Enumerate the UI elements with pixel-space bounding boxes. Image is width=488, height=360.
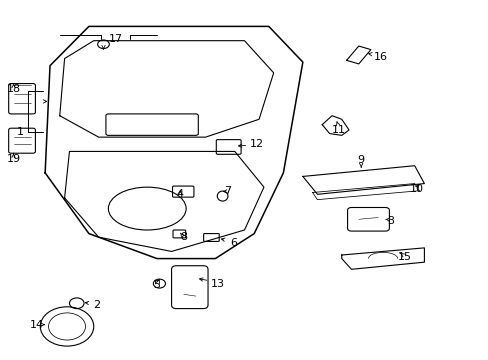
Text: 2: 2 — [92, 300, 100, 310]
Text: 3: 3 — [386, 216, 393, 226]
Text: 6: 6 — [230, 238, 237, 248]
Text: 12: 12 — [249, 139, 263, 149]
Text: 7: 7 — [224, 186, 230, 196]
Text: 14: 14 — [30, 320, 44, 330]
Text: 4: 4 — [176, 189, 183, 199]
Text: 19: 19 — [6, 154, 20, 163]
Text: 9: 9 — [357, 156, 364, 165]
Text: 18: 18 — [6, 84, 20, 94]
Text: 13: 13 — [210, 279, 224, 289]
Text: 11: 11 — [332, 125, 346, 135]
Text: 17: 17 — [108, 34, 122, 44]
Text: 15: 15 — [397, 252, 411, 262]
Text: 8: 8 — [180, 232, 187, 242]
Text: 1: 1 — [16, 127, 23, 137]
Text: 16: 16 — [373, 52, 387, 62]
Text: 10: 10 — [409, 184, 423, 194]
Text: 5: 5 — [153, 280, 160, 291]
